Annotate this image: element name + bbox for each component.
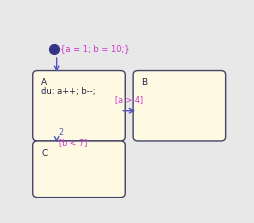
Text: {a = 1; b = 10;}: {a = 1; b = 10;} [60, 44, 130, 53]
Text: B: B [141, 78, 148, 87]
Text: [a > 4]: [a > 4] [115, 95, 143, 104]
Text: du: a++; b--;: du: a++; b--; [41, 87, 96, 96]
Text: C: C [41, 149, 47, 158]
Text: A: A [41, 78, 47, 87]
FancyBboxPatch shape [33, 70, 125, 141]
FancyBboxPatch shape [133, 70, 226, 141]
Text: 2: 2 [59, 128, 64, 137]
FancyBboxPatch shape [33, 141, 125, 198]
Text: [b < 7]: [b < 7] [59, 138, 87, 147]
